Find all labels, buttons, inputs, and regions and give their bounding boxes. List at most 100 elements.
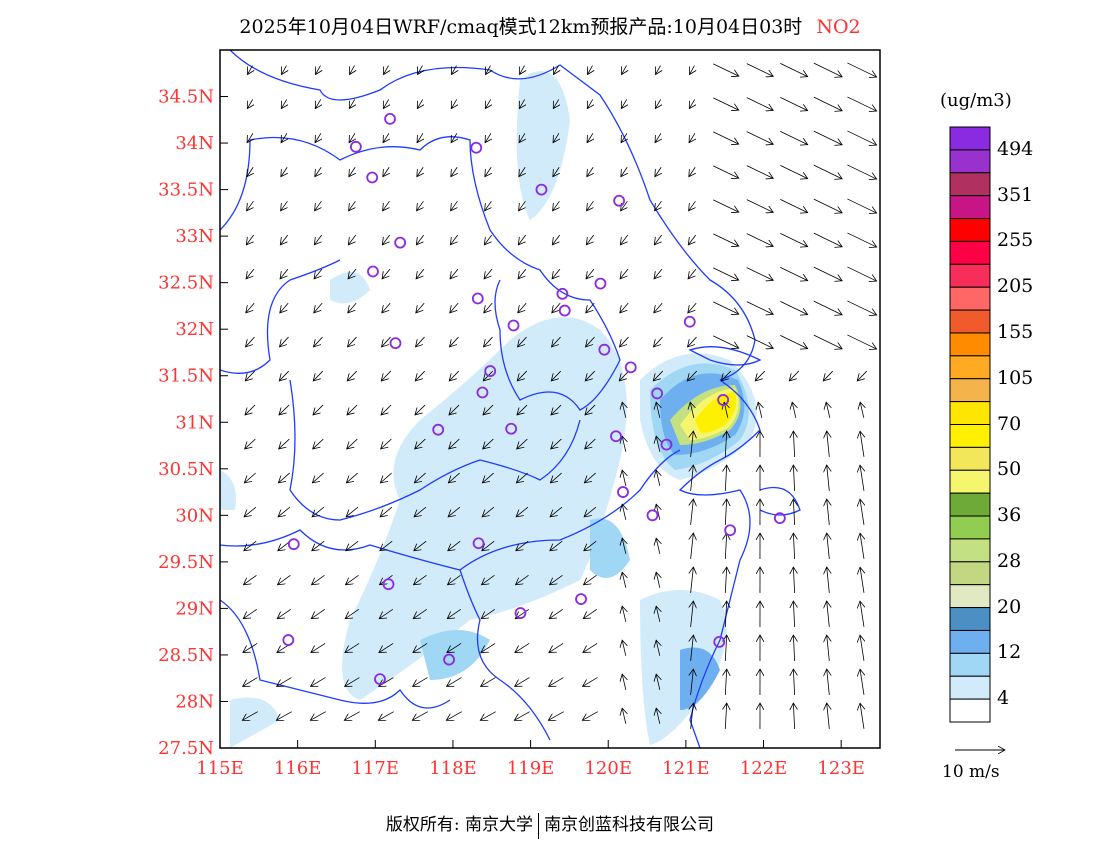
- wind-arrow: [414, 574, 427, 584]
- wind-arrow: [587, 133, 593, 142]
- wind-arrow: [549, 643, 564, 652]
- wind-arrow: [621, 200, 628, 211]
- wind-arrow: [689, 167, 695, 176]
- wind-arrow: [847, 164, 876, 179]
- wind-arrow: [621, 167, 627, 176]
- wind-arrow: [281, 133, 287, 142]
- colorbar-swatch: [949, 446, 991, 471]
- wind-arrow: [380, 540, 393, 551]
- station-marker: [470, 141, 483, 154]
- wind-arrow: [622, 470, 626, 486]
- lat-tick-label: 28.5N: [158, 645, 214, 666]
- station-marker: [443, 653, 455, 666]
- wind-arrow: [691, 601, 694, 627]
- wind-arrow: [622, 640, 626, 656]
- wind-arrow: [721, 370, 732, 381]
- station-marker: [394, 236, 407, 249]
- wind-arrow: [280, 234, 288, 245]
- wind-arrow: [519, 99, 524, 108]
- wind-arrow: [725, 533, 726, 560]
- wind-arrow: [350, 65, 355, 75]
- wind-arrow: [516, 506, 529, 517]
- lat-tick-label: 33.5N: [158, 180, 214, 201]
- wind-arrow: [346, 472, 358, 483]
- wind-arrow: [412, 711, 428, 721]
- wind-arrow: [860, 567, 864, 593]
- wind-arrow: [725, 431, 726, 458]
- wind-arrow: [689, 133, 695, 142]
- wind-arrow: [655, 200, 662, 211]
- wind-arrow: [553, 99, 558, 108]
- wind-arrow: [622, 606, 626, 622]
- wind-arrow: [279, 404, 290, 415]
- wind-arrow: [281, 99, 286, 108]
- wind-arrow: [382, 234, 390, 245]
- wind-arrow: [448, 574, 461, 584]
- wind-arrow: [827, 431, 830, 457]
- wind-arrow: [312, 472, 324, 483]
- wind-arrow: [451, 200, 458, 211]
- wind-arrow: [582, 711, 598, 721]
- wind-arrow: [347, 438, 358, 449]
- wind-arrow: [516, 472, 528, 483]
- wind-arrow: [450, 336, 459, 347]
- wind-arrow: [688, 336, 697, 347]
- wind-arrow: [780, 165, 807, 178]
- wind-arrow: [483, 438, 494, 449]
- wind-arrow: [619, 370, 630, 381]
- wind-arrow: [755, 370, 766, 381]
- station-marker: [476, 386, 489, 399]
- wind-arrow: [827, 669, 830, 695]
- wind-arrow: [713, 63, 739, 76]
- wind-arrow: [518, 268, 527, 279]
- wind-arrow: [691, 703, 694, 729]
- wind-arrow: [245, 370, 256, 381]
- lat-tick-label: 34N: [175, 133, 214, 154]
- wind-arrow: [713, 131, 739, 144]
- colorbar-swatch: [949, 378, 991, 403]
- station-marker: [556, 287, 569, 300]
- wind-arrow: [793, 567, 794, 594]
- station-marker: [472, 537, 485, 550]
- wind-arrow: [860, 703, 864, 729]
- wind-arrow: [653, 370, 664, 381]
- station-marker: [287, 538, 300, 551]
- wind-arrow: [482, 472, 494, 483]
- wind-arrow: [550, 540, 563, 551]
- colorbar-swatch: [949, 652, 991, 677]
- wind-arrow: [519, 167, 525, 176]
- wind-arrow: [554, 65, 559, 75]
- wind-arrow: [813, 62, 842, 77]
- wind-arrow: [449, 370, 460, 381]
- wind-arrow: [244, 574, 257, 584]
- wind-arrow: [827, 703, 830, 729]
- wind-arrow: [347, 370, 358, 381]
- wind-arrow: [452, 65, 457, 75]
- wind-arrow: [518, 302, 527, 313]
- wind-arrow: [277, 677, 292, 687]
- wind-arrow: [584, 574, 597, 584]
- colorbar-swatch: [949, 355, 991, 380]
- wind-arrow: [691, 669, 694, 695]
- wind-arrow: [244, 506, 257, 517]
- wind-arrow: [793, 499, 794, 526]
- wind-arrow: [415, 404, 426, 415]
- wind-arrow: [417, 99, 422, 108]
- wind-arrow: [813, 232, 842, 247]
- wind-arrow: [315, 167, 321, 176]
- wind-arrow: [417, 133, 423, 142]
- wind-arrow: [690, 402, 694, 418]
- station-marker: [367, 265, 379, 278]
- colorbar-swatch: [949, 515, 991, 540]
- colorbar-swatch: [949, 424, 991, 448]
- wind-arrow: [746, 301, 773, 315]
- wind-arrow: [551, 438, 562, 449]
- wind-arrow: [481, 609, 496, 618]
- wind-arrow: [347, 404, 358, 415]
- colorbar-swatch: [949, 240, 991, 265]
- lat-tick-label: 29N: [175, 598, 214, 619]
- station-marker: [646, 509, 659, 522]
- wind-arrow: [517, 404, 528, 415]
- wind-arrow: [622, 402, 626, 418]
